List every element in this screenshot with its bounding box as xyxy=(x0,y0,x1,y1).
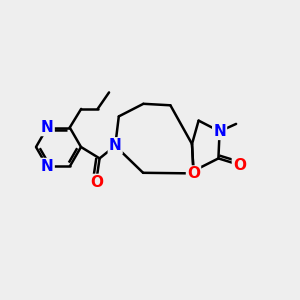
Text: N: N xyxy=(41,159,54,174)
Text: O: O xyxy=(187,167,200,182)
Text: O: O xyxy=(90,175,103,190)
Text: O: O xyxy=(233,158,246,173)
Text: N: N xyxy=(213,124,226,139)
Text: N: N xyxy=(41,120,54,135)
Text: N: N xyxy=(109,138,122,153)
